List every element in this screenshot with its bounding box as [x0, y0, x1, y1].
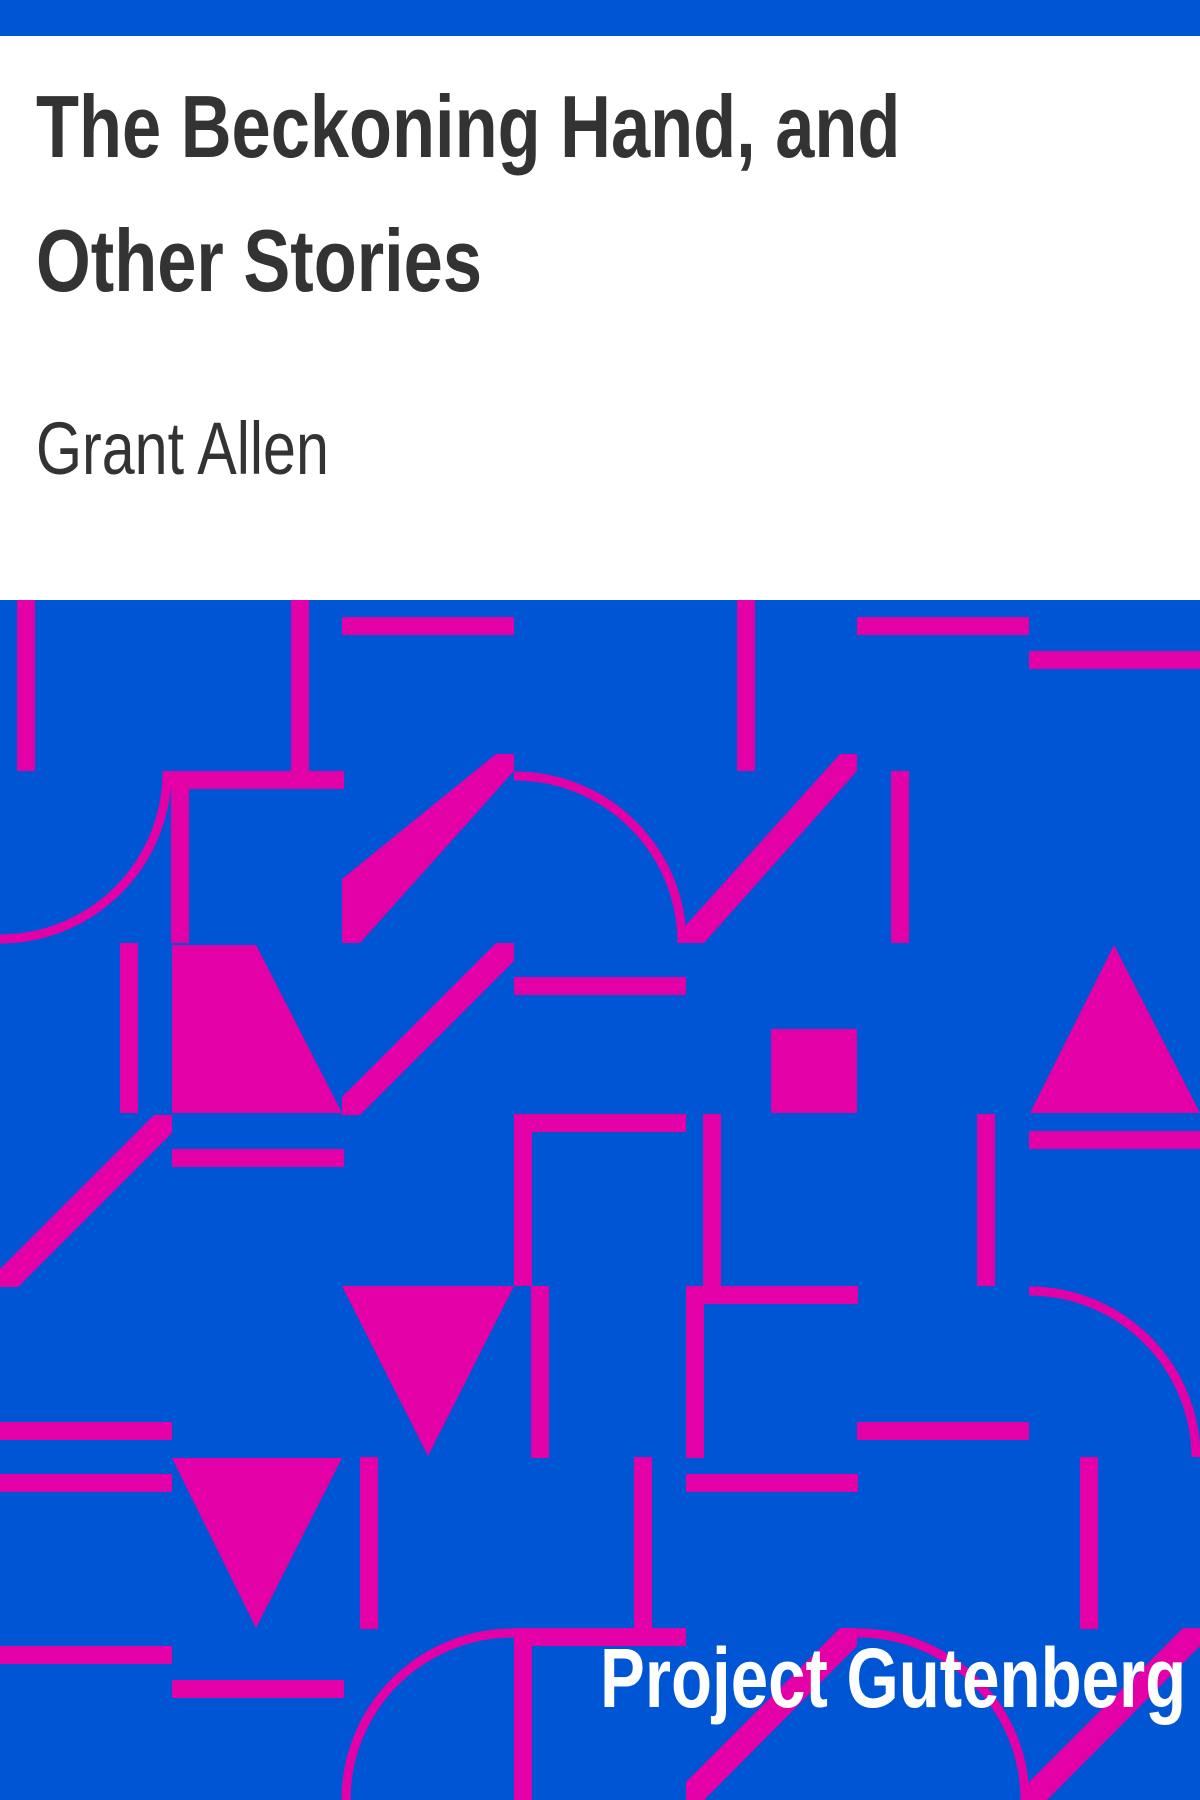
pattern-arc	[1028, 1286, 1200, 1458]
pattern-bar	[0, 1474, 172, 1492]
top-color-bar	[0, 0, 1200, 36]
triangle-up-shape	[1030, 945, 1200, 1113]
pattern-bar	[514, 977, 686, 995]
pattern-filled-shapes	[172, 945, 1200, 1628]
pattern-bar	[514, 1628, 532, 1800]
triangle-up-shape	[172, 945, 342, 1113]
pattern-bar	[172, 771, 344, 789]
pattern-diagonal	[686, 754, 857, 943]
pattern-bar	[360, 1457, 378, 1629]
pattern-arc	[513, 771, 687, 944]
pattern-bar	[291, 600, 309, 771]
pattern-bar	[977, 1114, 995, 1286]
pattern-bar	[686, 1286, 704, 1458]
pattern-bar	[1080, 1457, 1098, 1629]
pattern-arc	[0, 770, 172, 944]
pattern-arc	[341, 1628, 515, 1800]
pattern-bar	[172, 1680, 344, 1698]
geometric-pattern	[0, 600, 1200, 1800]
pattern-bar	[0, 1646, 172, 1664]
pattern-diagonal	[686, 1628, 857, 1800]
pattern-bar	[17, 600, 35, 771]
pattern-bar	[1029, 651, 1200, 669]
pattern-arcs	[0, 770, 1200, 1800]
pattern-bar	[857, 1422, 1029, 1440]
pattern-bar	[514, 1114, 532, 1286]
pattern-vertical-bars	[17, 600, 1098, 1800]
pattern-bar	[686, 1474, 858, 1492]
pattern-bar	[703, 1114, 721, 1286]
triangle-down-shape	[342, 1286, 514, 1456]
pattern-diagonal	[1029, 1628, 1200, 1800]
pattern-bar	[171, 771, 189, 943]
pattern-diagonal	[342, 943, 514, 1115]
pattern-bar	[891, 771, 909, 943]
pattern-bar	[634, 1457, 652, 1629]
pattern-bar	[1029, 1131, 1200, 1149]
title-panel	[0, 36, 1200, 600]
pattern-bar	[531, 1286, 549, 1458]
pattern-arc	[856, 1628, 1030, 1800]
pattern-bar	[514, 1114, 686, 1132]
pattern-bar	[514, 1628, 686, 1646]
pattern-diagonal	[0, 1115, 172, 1287]
pattern-bar	[172, 1149, 344, 1167]
publisher-name: Project Gutenberg	[600, 1631, 1187, 1725]
pattern-diagonal-bands	[0, 754, 1200, 1800]
pattern-bar	[857, 617, 1029, 635]
pattern-bar	[737, 600, 755, 771]
pattern-bar	[342, 617, 514, 635]
square-shape	[771, 1029, 857, 1113]
book-title: The Beckoning Hand, and Other Stories	[36, 77, 901, 310]
pattern-diagonal	[342, 754, 514, 943]
pattern-bar	[686, 1286, 858, 1304]
pattern-bar	[0, 1422, 172, 1440]
book-author: Grant Allen	[36, 407, 329, 490]
pattern-horizontal-bars	[0, 617, 1200, 1698]
triangle-down-shape	[172, 1458, 342, 1628]
pattern-bar	[120, 943, 138, 1113]
